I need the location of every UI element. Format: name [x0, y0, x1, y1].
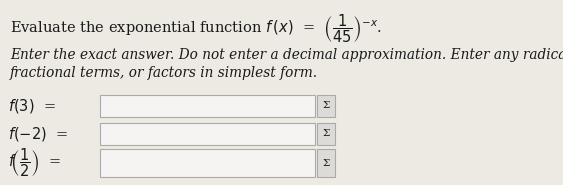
Text: Σ: Σ	[322, 130, 330, 139]
Text: $f(3)$  =: $f(3)$ =	[8, 97, 56, 115]
Text: Σ: Σ	[322, 102, 330, 110]
Text: Evaluate the exponential function $f\,(x)$  =  $\left(\dfrac{1}{45}\right)^{-x}$: Evaluate the exponential function $f\,(x…	[10, 12, 382, 45]
Bar	[100, 123, 315, 145]
Bar	[100, 149, 315, 177]
Text: Σ: Σ	[322, 159, 330, 167]
Bar	[100, 95, 315, 117]
Bar	[317, 95, 335, 117]
Text: $f\!\left(\dfrac{1}{2}\right)$  =: $f\!\left(\dfrac{1}{2}\right)$ =	[8, 147, 61, 179]
Bar	[317, 123, 335, 145]
Text: Enter the exact answer. Do not enter a decimal approximation. Enter any radical,: Enter the exact answer. Do not enter a d…	[10, 48, 563, 80]
Text: $f(-2)$  =: $f(-2)$ =	[8, 125, 68, 143]
Bar	[317, 149, 335, 177]
